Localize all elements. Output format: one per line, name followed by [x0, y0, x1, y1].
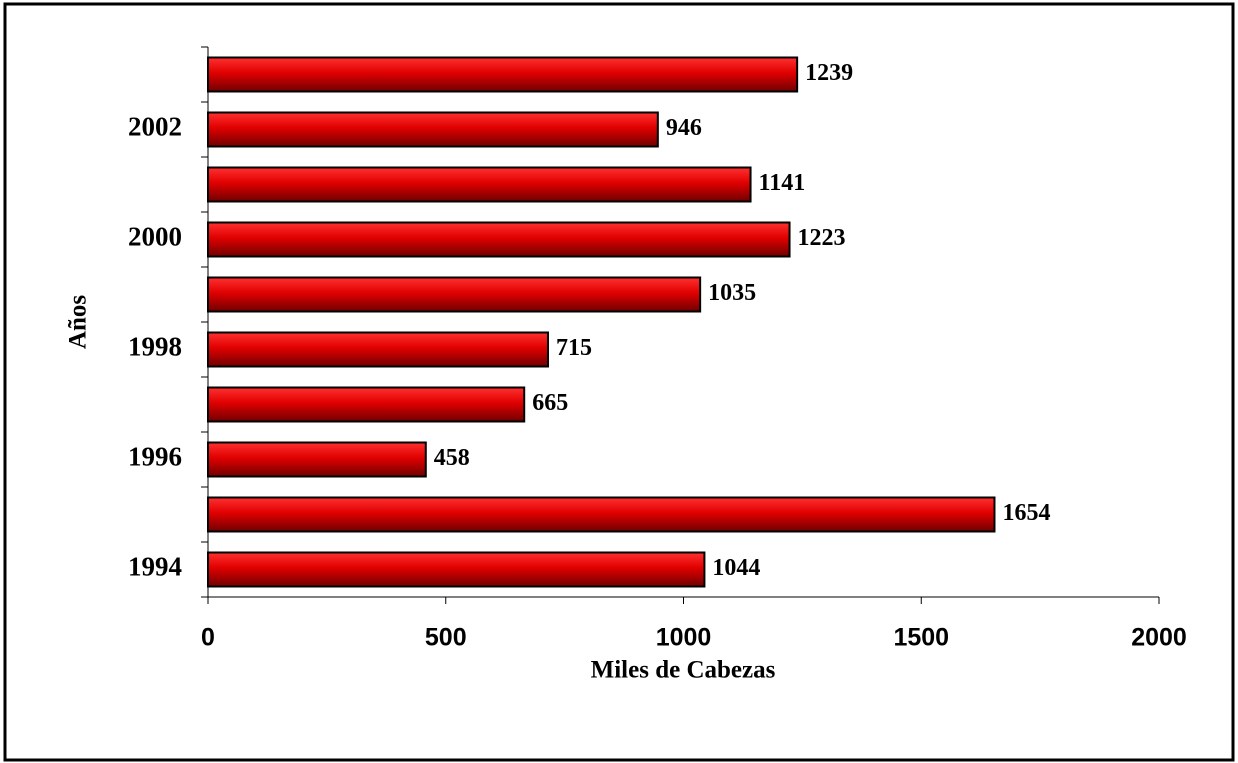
x-tick-label: 0: [201, 624, 215, 652]
y-tick-label: 1996: [128, 442, 182, 472]
data-label: 1044: [712, 555, 760, 581]
x-axis-title: Miles de Cabezas: [591, 657, 776, 684]
y-tick-label: 2000: [128, 222, 182, 252]
y-tick-label: 1994: [128, 552, 182, 582]
data-label: 1239: [805, 60, 853, 86]
x-tick-label: 1000: [656, 624, 712, 652]
y-axis-title: Años: [65, 295, 92, 349]
data-label: 946: [666, 115, 702, 141]
bar: [207, 221, 791, 258]
data-label: 458: [434, 445, 470, 471]
x-tick-label: 1500: [893, 624, 949, 652]
y-tick-label: 2002: [128, 112, 182, 142]
data-label: 665: [532, 390, 568, 416]
bar: [207, 111, 659, 148]
bar: [207, 441, 427, 478]
y-tick-label: 1998: [128, 332, 182, 362]
bar: [207, 551, 706, 588]
bar: [207, 56, 799, 93]
x-tick-label: 500: [425, 624, 467, 652]
bar: [207, 276, 702, 313]
bar: [207, 386, 526, 423]
x-tick-label: 2000: [1131, 624, 1187, 652]
bar: [207, 166, 752, 203]
frame: [3, 2, 1235, 762]
data-label: 1223: [798, 225, 846, 251]
data-label: 1654: [1002, 500, 1050, 526]
data-label: 1035: [708, 280, 756, 306]
bar: [207, 496, 996, 533]
data-label: 1141: [759, 170, 806, 196]
bar: [207, 331, 549, 368]
data-label: 715: [556, 335, 592, 361]
